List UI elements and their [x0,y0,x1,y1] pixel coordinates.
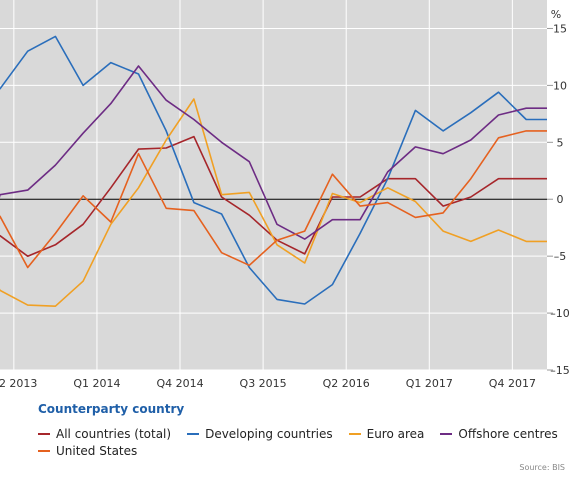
legend-swatch [38,432,50,435]
legend-label: Developing countries [205,426,333,441]
y-tick-label: 15 [553,22,567,35]
series-line-all-countries-total [0,135,547,258]
y-tick-label: –10 [550,307,570,320]
series-line-united-states [0,130,547,269]
y-tick-label: –5 [554,250,567,263]
legend-row: United States [38,442,568,459]
gridlines [0,0,547,371]
legend-label: Offshore centres [458,426,558,441]
x-tick-label: Q2 2016 [323,377,370,390]
series-lines [0,35,547,308]
legend-label: Euro area [366,426,425,441]
y-tick-label: 0 [557,193,564,206]
x-tick-label: Q1 2014 [73,377,120,390]
legend: All countries (total) Developing countrie… [38,425,568,459]
x-axis-ticks: Q2 2013 Q1 2014 Q4 2014 Q3 2015 Q2 2016 Q1 20… [0,377,536,390]
legend-item: United States [38,444,137,458]
source-note: Source: BIS [519,463,565,472]
x-tick-label: Q1 2017 [406,377,453,390]
line-chart: –15 –10 –5 0 5 10 15 Q2 2013 Q1 2014 Q4 2014 Q3 2… [0,0,570,390]
x-tick-label: Q4 2014 [156,377,203,390]
legend-swatch [348,432,361,435]
legend-item: Offshore centres [440,426,558,441]
y-tick-label: 5 [557,136,564,149]
y-tick-label: 10 [553,79,567,92]
y-axis-unit-label: % [551,8,561,21]
legend-title: Counterparty country [38,402,185,416]
legend-item: All countries (total) [38,427,171,441]
y-tick-label: –15 [550,364,570,377]
series-line-developing-countries [0,35,547,305]
legend-swatch [38,449,50,452]
x-tick-label: Q4 2017 [489,377,536,390]
legend-item: Developing countries [187,427,333,441]
series-line-euro-area [0,98,547,308]
legend-item: Euro area [348,426,425,441]
legend-label: United States [56,443,138,458]
plot-background [0,0,547,370]
legend-swatch [187,432,200,435]
legend-swatch [440,432,453,435]
x-tick-label: Q3 2015 [240,377,287,390]
x-tick-label: Q2 2013 [0,377,37,390]
legend-row: All countries (total) Developing countrie… [38,425,568,442]
y-axis-ticks: –15 –10 –5 0 5 10 15 [547,22,570,377]
series-line-offshore-centres [0,65,547,240]
legend-label: All countries (total) [56,426,172,441]
